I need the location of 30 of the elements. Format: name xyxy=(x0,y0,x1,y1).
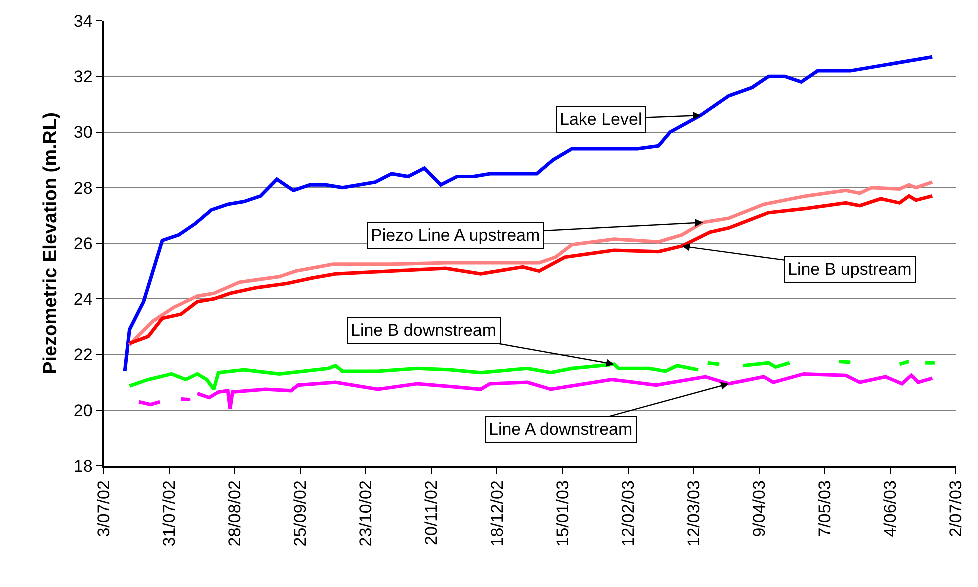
x-tick-label: 9/04/03 xyxy=(750,480,769,538)
y-tick-label: 30 xyxy=(74,123,93,142)
y-tick-label: 24 xyxy=(74,290,93,310)
series-label: Piezo Line A upstream xyxy=(371,226,540,245)
x-tick-label: 2/07/03 xyxy=(946,480,966,538)
series-label: Lake Level xyxy=(560,110,642,129)
x-tick-label: 31/07/02 xyxy=(160,480,180,547)
line-series xyxy=(123,55,934,374)
x-tick-label: 28/08/02 xyxy=(226,480,245,547)
y-tick-label: 18 xyxy=(74,456,93,476)
y-tick-label: 28 xyxy=(74,178,93,198)
x-tick-label: 25/09/02 xyxy=(291,480,310,547)
x-tick-label: 4/06/03 xyxy=(880,480,900,538)
x-tick-label: 7/05/03 xyxy=(815,480,834,538)
x-tick-label: 18/12/02 xyxy=(488,480,507,547)
y-tick-label: 26 xyxy=(74,234,93,254)
y-tick-label: 34 xyxy=(74,12,93,31)
y-tick-label: 32 xyxy=(74,68,93,87)
y-axis-title: Piezometric Elevation (m.RL) xyxy=(40,112,62,374)
text: Line B upstream xyxy=(788,260,912,279)
x-tick-label: 15/01/03 xyxy=(553,480,572,547)
series-label: Line B downstream xyxy=(351,321,497,340)
x-tick-label: 12/03/03 xyxy=(684,480,704,547)
y-tick-label: 22 xyxy=(74,346,93,365)
x-tick-label: 20/11/02 xyxy=(422,480,442,546)
x-tick-label: 12/02/03 xyxy=(618,480,638,547)
x-tick-label: 23/10/02 xyxy=(356,480,376,547)
x-tick-label: 3/07/02 xyxy=(94,480,114,538)
y-tick-label: 20 xyxy=(74,401,93,420)
series-label: Line A downstream xyxy=(489,420,633,439)
